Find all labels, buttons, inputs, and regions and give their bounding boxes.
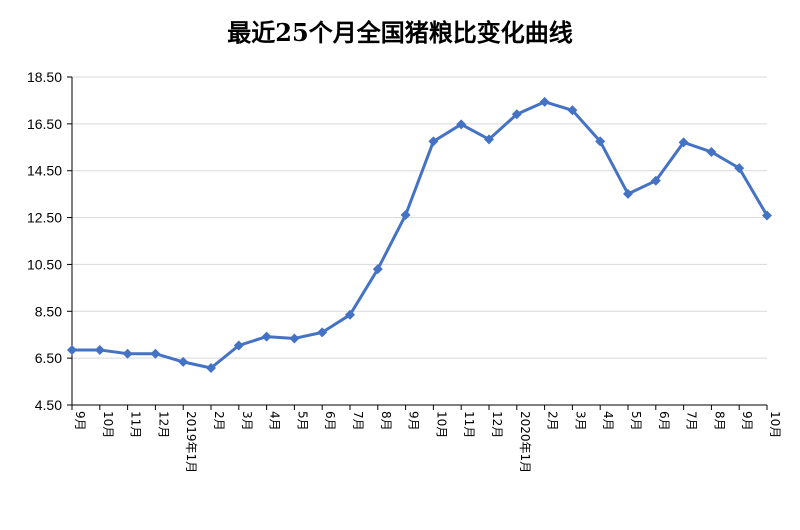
y-axis-tick-labels: 18.50 16.50 14.50 12.50 10.50 8.50 6.50 4.50 <box>27 69 62 413</box>
y-tick-label: 6.50 <box>35 350 62 366</box>
x-tick-label: 7月 <box>685 411 699 431</box>
x-tick-label: 5月 <box>295 411 309 431</box>
data-point-marker <box>734 163 745 174</box>
x-tick-label: 8月 <box>712 411 726 431</box>
x-tick-label: 2020年1月 <box>518 411 532 473</box>
x-tick-label: 9月 <box>73 411 87 431</box>
x-tick-label: 6月 <box>323 411 337 431</box>
y-tick-label: 18.50 <box>27 69 62 85</box>
data-point-marker <box>206 362 216 373</box>
data-point-marker <box>345 309 355 320</box>
data-point-marker <box>650 175 661 186</box>
x-tick-label: 6月 <box>657 411 671 431</box>
y-tick-label: 16.50 <box>27 116 62 132</box>
x-tick-label: 8月 <box>379 411 393 431</box>
data-point-marker <box>317 327 328 338</box>
x-tick-label: 7月 <box>351 411 365 431</box>
x-tick-label: 11月 <box>129 411 143 438</box>
data-point-marker <box>122 348 133 359</box>
data-point-marker <box>511 109 522 120</box>
data-point-marker <box>67 344 77 355</box>
y-tick-label: 4.50 <box>35 397 62 413</box>
data-point-marker <box>567 105 578 116</box>
x-tick-label: 3月 <box>573 411 587 431</box>
x-tick-label: 9月 <box>407 411 421 431</box>
chart-title: 最近25个月全国猪粮比变化曲线 <box>227 18 572 47</box>
gridlines <box>72 76 767 359</box>
x-tick-label: 5月 <box>629 411 643 431</box>
x-axis-tick-labels: 9月 10月 11月 12月 2019年1月 2月 3月 4月 5月 6月 7月 8月 9月 10月 11月… <box>73 411 782 473</box>
data-point-marker <box>178 356 189 367</box>
x-tick-label: 2月 <box>212 411 226 431</box>
data-point-marker <box>706 146 717 157</box>
axes <box>67 76 768 410</box>
data-point-marker <box>762 210 772 221</box>
data-point-marker <box>94 344 105 355</box>
y-tick-label: 14.50 <box>27 163 62 179</box>
data-point-marker <box>261 331 272 342</box>
x-tick-label: 11月 <box>462 411 476 438</box>
x-tick-label: 2019年1月 <box>184 411 198 473</box>
x-tick-label: 10月 <box>768 411 782 438</box>
x-tick-label: 10月 <box>434 411 448 438</box>
data-point-marker <box>539 96 550 107</box>
y-tick-label: 12.50 <box>27 210 62 226</box>
data-point-marker <box>372 264 383 275</box>
data-point-marker <box>456 119 467 130</box>
x-tick-label: 9月 <box>740 411 754 431</box>
data-point-marker <box>484 134 494 145</box>
y-tick-label: 8.50 <box>35 303 62 319</box>
data-point-marker <box>623 188 633 199</box>
x-tick-label: 3月 <box>240 411 254 431</box>
x-tick-label: 4月 <box>601 411 615 431</box>
data-point-marker <box>400 209 411 220</box>
x-tick-label: 12月 <box>490 411 504 438</box>
data-point-marker <box>595 136 606 147</box>
data-point-marker <box>428 136 439 147</box>
data-point-marker <box>678 137 689 148</box>
x-tick-label: 12月 <box>156 411 170 438</box>
data-series <box>67 96 772 373</box>
x-tick-label: 4月 <box>268 411 282 431</box>
y-tick-label: 10.50 <box>27 256 62 272</box>
x-tick-label: 10月 <box>101 411 115 438</box>
series-line <box>70 100 769 370</box>
data-point-marker <box>289 333 300 344</box>
data-point-marker <box>150 348 161 359</box>
data-point-marker <box>233 340 244 351</box>
x-tick-label: 2月 <box>546 411 560 431</box>
